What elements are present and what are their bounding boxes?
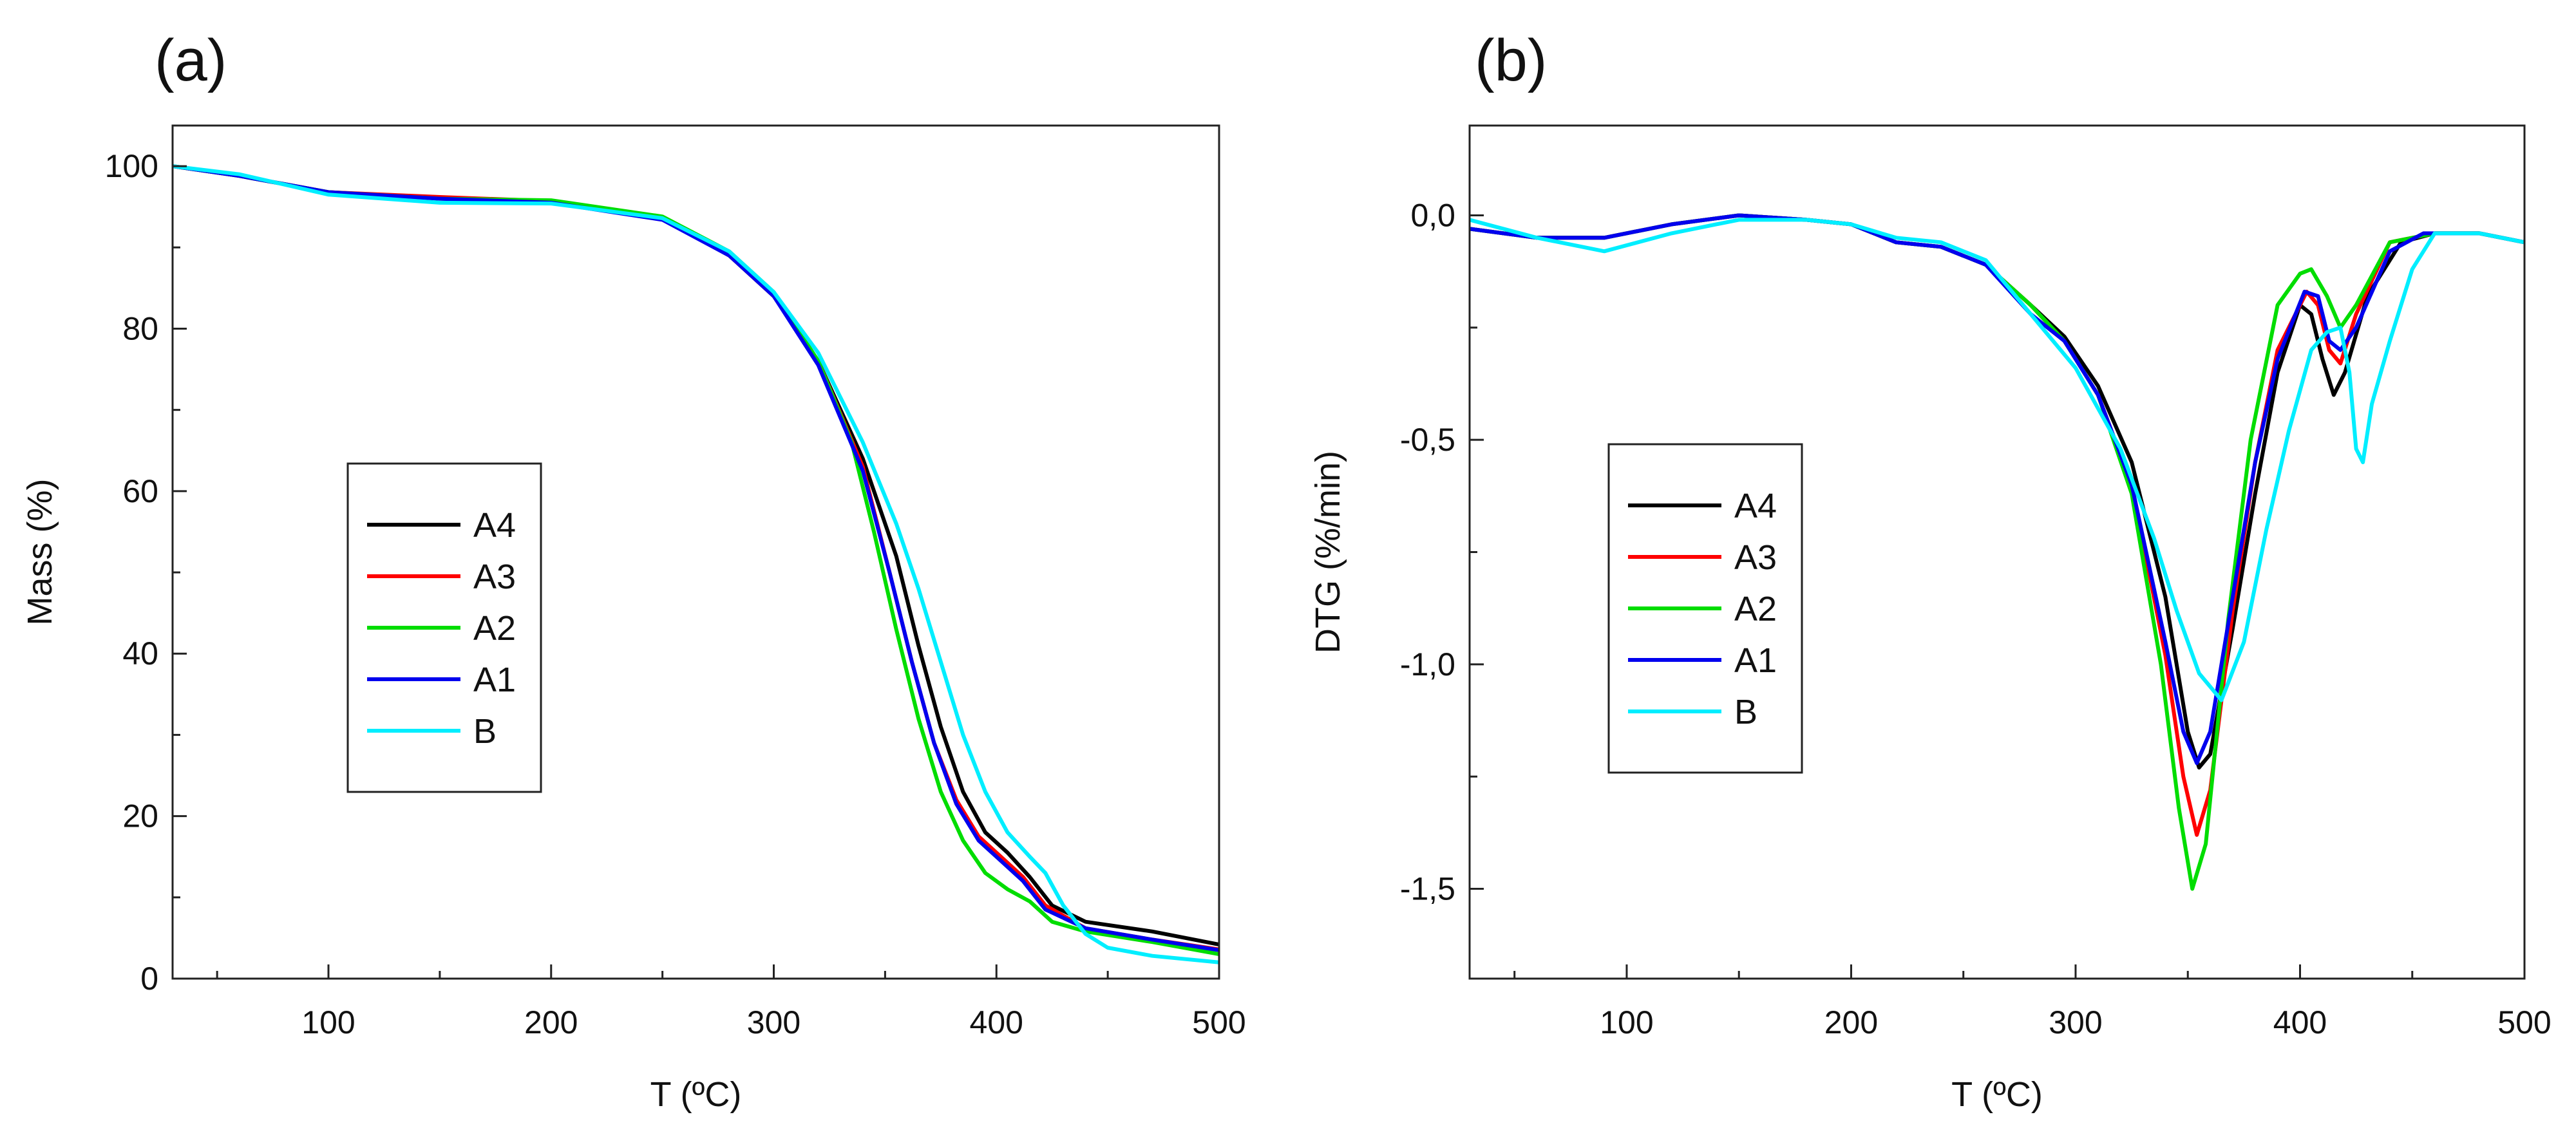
y-tick-label: 0 (140, 961, 158, 997)
y-axis-title: DTG (%/min) (1309, 451, 1347, 653)
x-tick-label: 100 (1600, 1004, 1653, 1040)
x-tick-label: 100 (301, 1004, 355, 1040)
legend: A4 A3 A2 A1 B (1607, 443, 1803, 774)
series-group (173, 164, 1219, 964)
y-tick-label: 60 (122, 473, 158, 509)
legend-label-b: B (473, 712, 497, 751)
series-group (1470, 213, 2524, 891)
legend-label-a2: A2 (473, 609, 516, 648)
x-tick-label: 200 (524, 1004, 578, 1040)
x-tick-label: 200 (1824, 1004, 1878, 1040)
y-tick-label: 40 (122, 635, 158, 672)
panel-label: (a) (155, 28, 227, 93)
legend-label-a3: A3 (473, 558, 516, 596)
x-tick-label: 400 (2273, 1004, 2327, 1040)
legend-label-a1: A1 (1734, 641, 1777, 680)
y-tick-label: 0,0 (1410, 197, 1455, 233)
legend-label-a3: A3 (1734, 538, 1777, 577)
legend-label-a4: A4 (473, 506, 516, 545)
series-line-b (173, 164, 1219, 964)
legend-label-a4: A4 (1734, 487, 1777, 525)
series-line-a3 (173, 164, 1219, 952)
legend-label-b: B (1734, 693, 1757, 731)
series-line-a4 (173, 164, 1219, 946)
x-axis-title: T (ºC) (1951, 1075, 2043, 1114)
legend-label-a1: A1 (473, 661, 516, 699)
y-tick-label: -1,0 (1400, 646, 1455, 682)
x-tick-label: 500 (2497, 1004, 2551, 1040)
x-tick-label: 300 (747, 1004, 800, 1040)
x-tick-label: 500 (1192, 1004, 1245, 1040)
y-tick-label: -0,5 (1400, 422, 1455, 458)
chart-panel-1: (b) 100 200 300 400 500 0,0 -0,5 -1,0 -1,5 T (ºC) D… (1309, 28, 2552, 1114)
y-tick-label: 100 (105, 148, 158, 184)
y-tick-label: 20 (122, 798, 158, 834)
y-axis-title: Mass (%) (21, 479, 59, 626)
legend: A4 A3 A2 A1 B (346, 462, 542, 793)
series-line-a2 (173, 164, 1219, 957)
series-line-a1 (173, 164, 1219, 952)
y-tick-label: 80 (122, 310, 158, 346)
plot-frame (171, 124, 1220, 980)
panel-label: (b) (1475, 28, 1547, 93)
x-axis-title: T (ºC) (650, 1075, 742, 1114)
legend-label-a2: A2 (1734, 590, 1777, 628)
x-tick-label: 400 (970, 1004, 1023, 1040)
chart-panel-0: (a) 100 200 300 400 500 0 20 40 60 80 100 T (ºC) Mass… (21, 28, 1246, 1114)
y-tick-label: -1,5 (1400, 871, 1455, 907)
x-tick-label: 300 (2049, 1004, 2102, 1040)
series-line-b (1470, 218, 2524, 702)
